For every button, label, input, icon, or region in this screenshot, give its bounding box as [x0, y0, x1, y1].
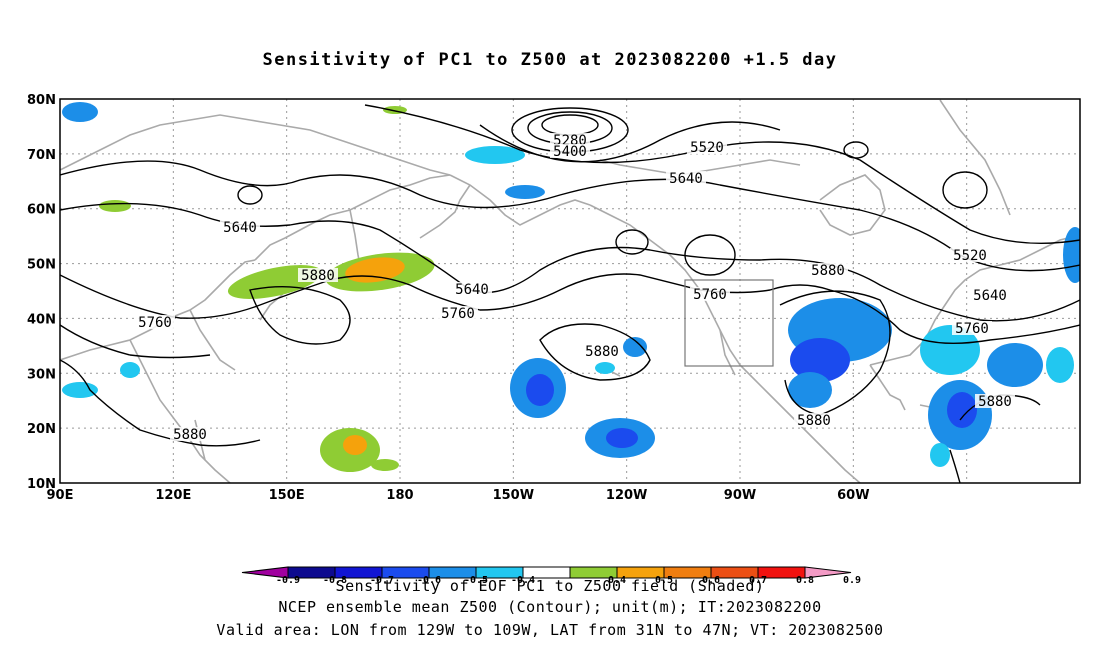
map-frame	[59, 98, 1081, 484]
lon-label: 90W	[724, 488, 756, 503]
lon-label: 120E	[155, 488, 191, 503]
contour-label: 5880	[978, 394, 1012, 410]
lon-label: 150E	[269, 488, 305, 503]
contour-label: 5760	[693, 287, 727, 303]
lat-label: 40N	[27, 312, 56, 327]
caption-valid-area: Valid area: LON from 129W to 109W, LAT f…	[216, 621, 884, 639]
caption-contour: NCEP ensemble mean Z500 (Contour); unit(…	[278, 598, 822, 616]
lat-label: 10N	[27, 477, 56, 492]
lat-label: 60N	[27, 203, 56, 218]
chart-title: Sensitivity of PC1 to Z500 at 2023082200…	[262, 50, 838, 70]
contour-label: 5880	[585, 344, 619, 360]
latitude-labels: 80N 70N 60N 50N 40N 30N 20N 10N	[27, 93, 56, 492]
contour-label: 5880	[797, 413, 831, 429]
z500-contours	[60, 104, 1080, 483]
contour-label: 5640	[973, 288, 1007, 304]
lon-label: 150W	[493, 488, 534, 503]
contour-label: 5760	[138, 315, 172, 331]
contour-label: 5640	[223, 220, 257, 236]
contour-label: 5520	[690, 140, 724, 156]
lat-label: 70N	[27, 148, 56, 163]
lon-label: 90E	[47, 488, 74, 503]
contour-label: 5520	[953, 248, 987, 264]
longitude-labels: 90E 120E 150E 180 150W 120W 90W 60W	[47, 488, 870, 503]
contour-label: 5880	[173, 427, 207, 443]
valid-area-box	[684, 279, 774, 367]
contour-label: 5760	[955, 321, 989, 337]
lon-label: 120W	[606, 488, 647, 503]
lon-label: 60W	[837, 488, 869, 503]
lat-label: 80N	[27, 93, 56, 108]
contour-label: 5400	[553, 144, 587, 160]
contour-label: 5880	[301, 268, 335, 284]
lat-label: 50N	[27, 258, 56, 273]
lon-label: 180	[386, 488, 413, 503]
contour-label: 5640	[669, 171, 703, 187]
contour-label: 5880	[811, 263, 845, 279]
caption-shaded: Sensitivity of EOF PC1 to Z500 field (Sh…	[335, 577, 765, 595]
contour-label: 5760	[441, 306, 475, 322]
contour-label: 5640	[455, 282, 489, 298]
lat-label: 30N	[27, 367, 56, 382]
lat-label: 20N	[27, 422, 56, 437]
